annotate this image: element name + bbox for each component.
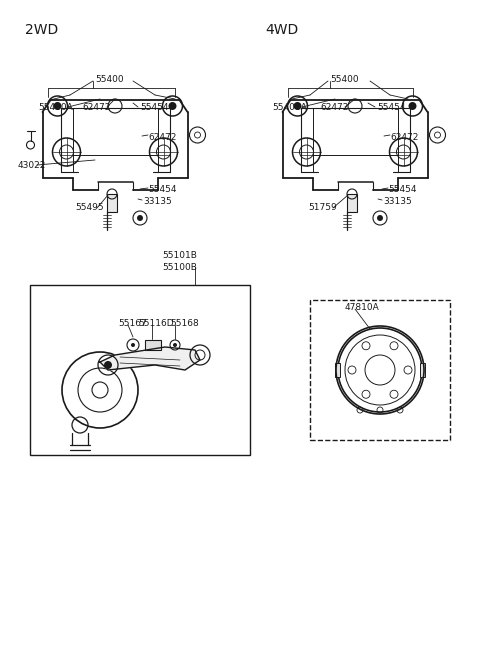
Text: 55454: 55454 xyxy=(148,185,177,195)
Polygon shape xyxy=(100,347,200,370)
Text: 33135: 33135 xyxy=(383,196,412,206)
Text: 55101B: 55101B xyxy=(162,252,197,261)
Circle shape xyxy=(137,215,143,221)
Text: 47810A: 47810A xyxy=(345,303,380,312)
Bar xyxy=(335,363,340,377)
Circle shape xyxy=(168,102,177,110)
Text: 55454: 55454 xyxy=(140,102,168,111)
Text: 62472: 62472 xyxy=(320,102,348,111)
Text: 55400: 55400 xyxy=(95,75,124,83)
Text: 55116D: 55116D xyxy=(138,318,174,328)
Text: 55100B: 55100B xyxy=(162,263,197,272)
Text: 55167: 55167 xyxy=(118,318,147,328)
Text: 55495: 55495 xyxy=(75,204,104,212)
Circle shape xyxy=(53,102,61,110)
Circle shape xyxy=(173,343,177,347)
Text: 55400: 55400 xyxy=(330,75,359,83)
Circle shape xyxy=(408,102,417,110)
Bar xyxy=(310,300,450,440)
Bar xyxy=(107,194,117,212)
Text: 51759: 51759 xyxy=(308,204,337,212)
Bar xyxy=(347,194,357,212)
Circle shape xyxy=(377,215,383,221)
Text: 62472: 62472 xyxy=(148,132,176,141)
Text: 55454: 55454 xyxy=(388,185,417,195)
Text: 55400A: 55400A xyxy=(38,102,73,111)
Bar xyxy=(145,340,161,350)
Text: 62472: 62472 xyxy=(390,132,419,141)
Text: 4WD: 4WD xyxy=(265,23,298,37)
Bar xyxy=(420,363,425,377)
Text: 43022: 43022 xyxy=(18,160,47,170)
Circle shape xyxy=(131,343,135,347)
Text: 55454: 55454 xyxy=(377,102,406,111)
Text: 33135: 33135 xyxy=(143,196,172,206)
Circle shape xyxy=(293,102,301,110)
Text: 2WD: 2WD xyxy=(25,23,58,37)
Text: 62472: 62472 xyxy=(82,102,110,111)
Text: 55400A: 55400A xyxy=(272,102,307,111)
Circle shape xyxy=(104,361,112,369)
Bar xyxy=(30,285,250,455)
Text: 55168: 55168 xyxy=(170,318,199,328)
